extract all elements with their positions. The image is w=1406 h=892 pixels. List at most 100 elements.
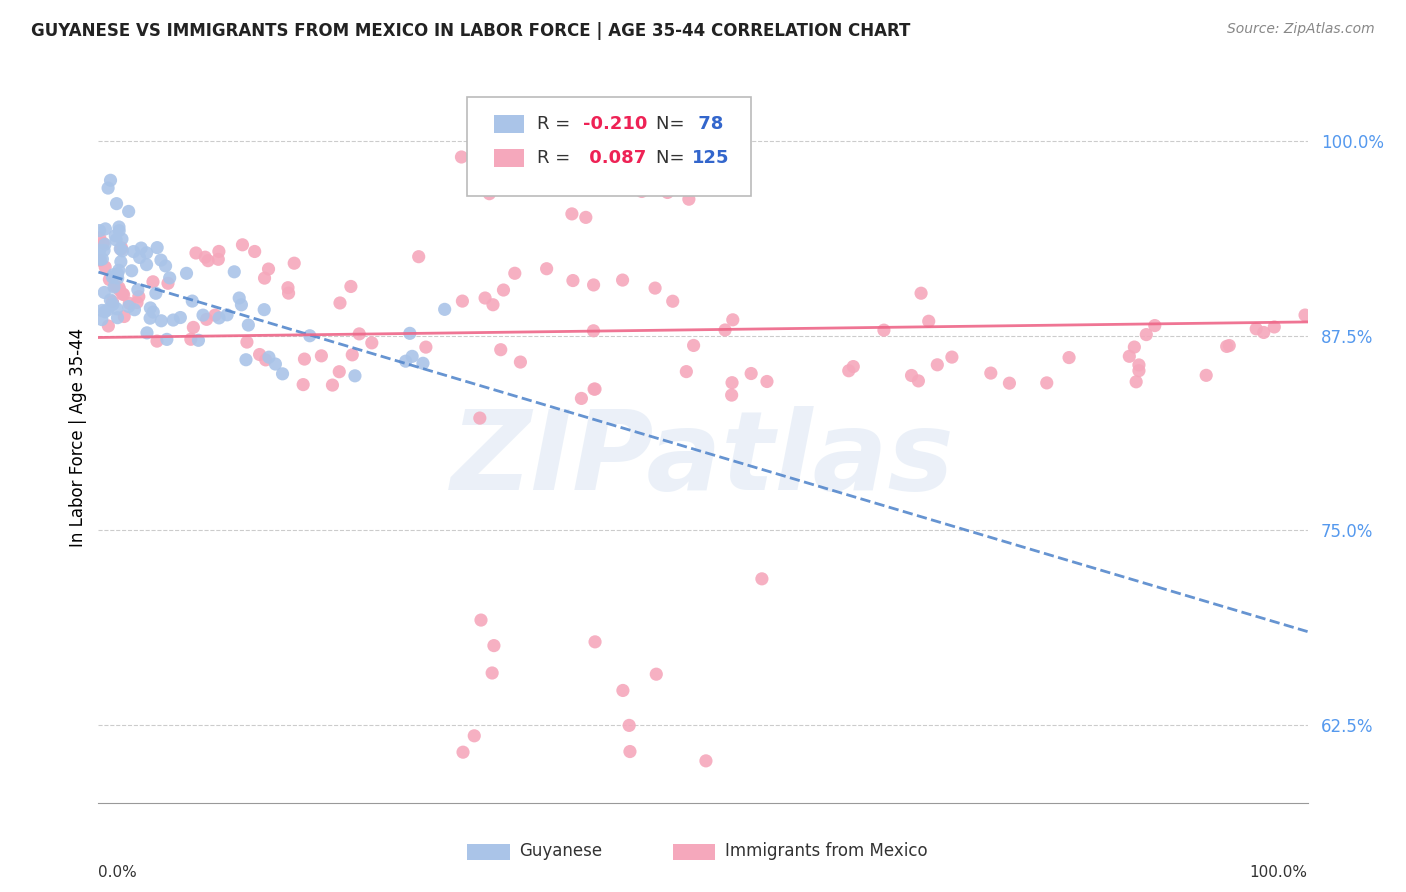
Point — [105, 196, 128, 211]
Point — [181, 294, 204, 309]
Text: 0.087: 0.087 — [583, 149, 647, 167]
Point — [108, 284, 131, 298]
Point — [112, 310, 135, 324]
Point — [112, 287, 135, 301]
Point — [478, 186, 501, 201]
Point — [292, 377, 315, 392]
Point — [412, 356, 434, 370]
Point — [121, 264, 143, 278]
Point — [127, 283, 149, 297]
Point — [298, 328, 321, 343]
Point — [101, 270, 124, 285]
Point — [328, 365, 350, 379]
Point — [176, 266, 198, 280]
Point — [340, 279, 363, 293]
Point — [124, 302, 146, 317]
Point — [238, 318, 260, 332]
FancyBboxPatch shape — [467, 97, 751, 195]
Point — [561, 207, 583, 221]
Point — [474, 291, 496, 305]
Point — [89, 252, 111, 267]
Point — [873, 323, 896, 337]
Point — [110, 242, 132, 256]
Point — [612, 273, 634, 287]
Point — [253, 302, 276, 317]
Point — [714, 323, 737, 337]
Text: 125: 125 — [692, 149, 730, 167]
Point — [139, 311, 162, 326]
Point — [661, 294, 683, 309]
Point — [128, 251, 150, 265]
Point — [1244, 322, 1267, 336]
Point — [468, 411, 491, 425]
Point — [1123, 340, 1146, 354]
Point — [104, 279, 127, 293]
Point — [482, 639, 505, 653]
Point — [100, 173, 122, 187]
Point — [97, 318, 120, 333]
Point — [108, 263, 131, 277]
Point — [129, 241, 152, 255]
Point — [110, 242, 132, 256]
Point — [283, 256, 305, 270]
Point — [195, 312, 218, 326]
Point — [150, 314, 173, 328]
Point — [721, 313, 744, 327]
Point — [91, 236, 114, 251]
Point — [582, 324, 605, 338]
Text: 100.0%: 100.0% — [1250, 865, 1308, 880]
Point — [107, 271, 129, 285]
Y-axis label: In Labor Force | Age 35-44: In Labor Force | Age 35-44 — [69, 327, 87, 547]
Point — [94, 222, 117, 236]
Point — [470, 613, 492, 627]
Bar — [494, 149, 524, 167]
Point — [910, 286, 932, 301]
Point — [575, 211, 598, 225]
Point — [842, 359, 865, 374]
Point — [91, 252, 114, 266]
Point — [489, 343, 512, 357]
Point — [433, 302, 456, 317]
Point — [146, 334, 169, 348]
Point — [169, 310, 191, 325]
Point — [107, 267, 129, 281]
Point — [321, 378, 343, 392]
Point — [617, 718, 640, 732]
Point — [125, 295, 148, 310]
Point — [644, 281, 666, 295]
Point — [264, 357, 287, 371]
Point — [1218, 338, 1240, 352]
Point — [156, 332, 179, 346]
Point — [329, 296, 352, 310]
Point — [139, 301, 162, 315]
Point — [582, 277, 605, 292]
Bar — [467, 844, 509, 860]
Point — [1128, 364, 1150, 378]
Point — [122, 244, 145, 259]
Text: -0.210: -0.210 — [583, 115, 648, 133]
Point — [118, 296, 141, 310]
Point — [103, 280, 125, 294]
Text: R =: R = — [537, 149, 576, 167]
Point — [721, 376, 744, 390]
Point — [101, 297, 124, 311]
Point — [105, 301, 128, 316]
Point — [1135, 327, 1157, 342]
Point — [231, 237, 253, 252]
Point — [918, 314, 941, 328]
Point — [180, 332, 202, 346]
Point — [277, 281, 299, 295]
Point — [146, 241, 169, 255]
Point — [612, 683, 634, 698]
Point — [349, 326, 371, 341]
Point — [941, 350, 963, 364]
Point — [110, 254, 132, 268]
Point — [110, 241, 132, 255]
Point — [243, 244, 266, 259]
Point — [108, 280, 131, 294]
Point — [249, 347, 271, 361]
Point — [277, 286, 299, 301]
Point — [183, 320, 205, 334]
Point — [408, 250, 430, 264]
Point — [492, 283, 515, 297]
